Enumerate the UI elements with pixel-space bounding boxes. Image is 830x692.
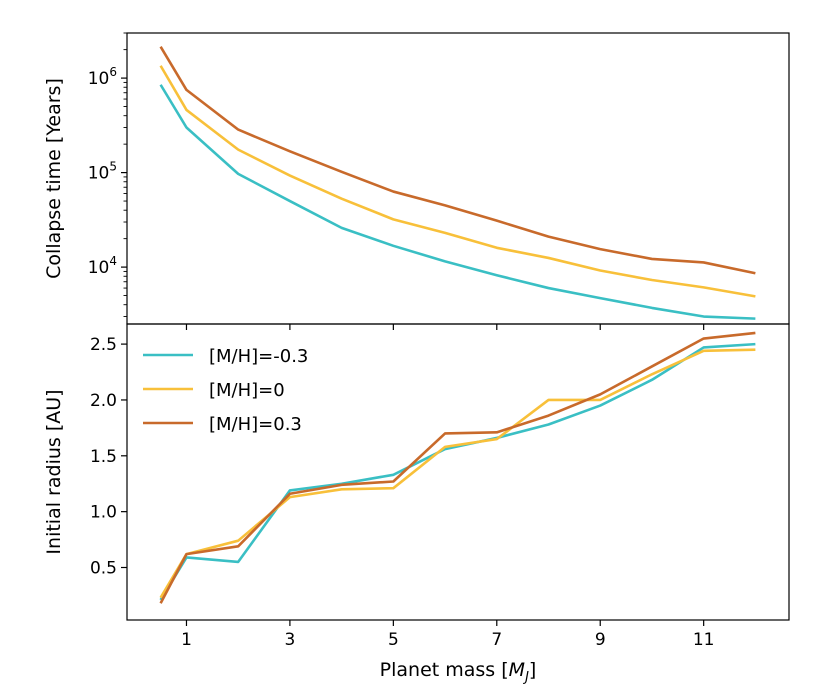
y-tick-label: 2.0 bbox=[90, 391, 117, 411]
initial-radius-panel: 0.5 1.0 1.5 2.0 2.5 1 3 5 7 9 11 Initial radius [AU… bbox=[43, 323, 790, 685]
series-line-[M/H]=0 bbox=[159, 348, 756, 599]
x-tick-label: 3 bbox=[285, 630, 296, 650]
series-line-[M/H]=-0.3 bbox=[159, 84, 756, 320]
top-plot-frame bbox=[126, 32, 790, 325]
collapse-time-panel: 106 105 104 Collapse time [Years] bbox=[43, 32, 790, 330]
y-tick-label: 1.5 bbox=[90, 447, 117, 467]
y-tick-label: 1.0 bbox=[90, 503, 117, 523]
legend-label: [M/H]=0.3 bbox=[209, 414, 302, 435]
legend-label: [M/H]=-0.3 bbox=[209, 346, 308, 367]
series-line-[M/H]=0.3 bbox=[159, 46, 756, 275]
x-tick-label: 5 bbox=[388, 630, 399, 650]
y-tick-label: 106 bbox=[88, 65, 117, 89]
bottom-y-axis-label: Initial radius [AU] bbox=[43, 389, 65, 554]
y-tick-label: 105 bbox=[88, 160, 117, 184]
y-tick-label: 2.5 bbox=[90, 335, 117, 355]
x-tick-label: 9 bbox=[595, 630, 606, 650]
legend-label: [M/H]=0 bbox=[209, 380, 285, 401]
bottom-plot-frame bbox=[126, 323, 790, 621]
legend: [M/H]=-0.3 [M/H]=0 [M/H]=0.3 bbox=[143, 346, 308, 435]
top-y-axis-label: Collapse time [Years] bbox=[43, 78, 65, 279]
x-tick-label: 11 bbox=[693, 630, 715, 650]
x-axis-label: Planet mass [MJ] bbox=[380, 659, 537, 685]
series-line-[M/H]=-0.3 bbox=[159, 342, 756, 601]
y-tick-label: 0.5 bbox=[90, 559, 117, 579]
x-tick-label: 7 bbox=[491, 630, 502, 650]
y-tick-label: 104 bbox=[88, 254, 117, 278]
series-line-[M/H]=0 bbox=[159, 65, 756, 298]
series-line-[M/H]=0.3 bbox=[159, 331, 756, 604]
x-tick-label: 1 bbox=[181, 630, 192, 650]
